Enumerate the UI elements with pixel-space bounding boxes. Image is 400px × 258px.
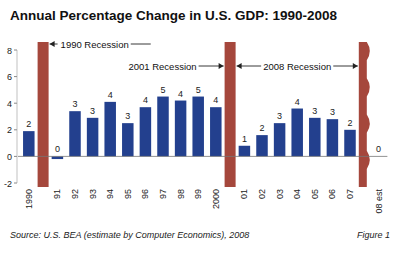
annotation-line	[131, 44, 151, 45]
bar	[256, 135, 268, 156]
source: Source: U.S. BEA (estimate by Computer E…	[10, 230, 249, 240]
chart: Annual Percentage Change in U.S. GDP: 19…	[0, 0, 400, 258]
x-tick-label: 1990	[24, 189, 34, 209]
bar	[23, 131, 35, 156]
x-tick-label: 08 est	[374, 189, 384, 214]
data-label: 3	[277, 111, 282, 121]
x-tick-label: 93	[88, 189, 98, 199]
x-tick-label: 01	[239, 189, 249, 199]
y-tick	[14, 129, 17, 130]
data-label: 3	[72, 99, 77, 109]
figure-label: Figure 1	[357, 230, 390, 240]
x-tick-label: 92	[70, 189, 80, 199]
data-label: 2	[347, 118, 352, 128]
y-tick-label: 8	[7, 46, 12, 56]
data-label: 3	[90, 106, 95, 116]
y-tick	[14, 156, 17, 157]
data-label: 4	[143, 95, 148, 105]
bar	[239, 146, 251, 157]
y-tick	[14, 76, 17, 77]
annotation: 2001 Recession	[128, 61, 196, 72]
x-tick-label: 02	[257, 189, 267, 199]
bar	[87, 118, 99, 157]
recession-band	[359, 42, 370, 187]
bar	[291, 109, 303, 157]
data-label: 2	[26, 119, 31, 129]
x-tick-label: 97	[158, 189, 168, 199]
x-tick-label: 98	[176, 189, 186, 199]
bar	[192, 97, 204, 157]
bar	[309, 118, 321, 157]
arrow-head	[237, 63, 242, 69]
annotation: 2008 Recession	[263, 61, 331, 72]
bar	[104, 102, 116, 157]
data-label: 3	[330, 107, 335, 117]
y-tick-label: 0	[7, 152, 12, 162]
bar	[69, 111, 81, 156]
bar	[327, 119, 339, 156]
bars	[23, 97, 356, 160]
x-tick-label: 07	[345, 189, 355, 199]
x-tick-label: 91	[52, 189, 62, 199]
y-tick-label: -2	[4, 179, 12, 189]
y-axis	[17, 50, 18, 183]
data-label: 4	[108, 90, 113, 100]
bar	[175, 101, 187, 157]
x-tick-label: 96	[140, 189, 150, 199]
data-label: 4	[178, 89, 183, 99]
bar	[140, 107, 152, 156]
data-label: 3	[125, 111, 130, 121]
x-tick-label: 05	[310, 189, 320, 199]
x-tick-label: 2000	[211, 189, 221, 209]
data-label: 0	[376, 144, 381, 154]
x-tick-label: 99	[193, 189, 203, 199]
data-label: 3	[312, 106, 317, 116]
data-label: 4	[295, 97, 300, 107]
x-tick-label: 06	[327, 189, 337, 199]
arrow-head	[50, 41, 55, 47]
data-label: 2	[259, 123, 264, 133]
x-tick-label: 95	[123, 189, 133, 199]
x-tick-label: 03	[275, 189, 285, 199]
zero-line	[18, 156, 387, 157]
bar	[210, 107, 222, 156]
data-label: 4	[213, 95, 218, 105]
y-tick-label: 2	[7, 125, 12, 135]
recession-band	[225, 42, 236, 187]
arrow-head	[219, 63, 224, 69]
annotation: 1990 Recession	[61, 39, 129, 50]
title: Annual Percentage Change in U.S. GDP: 19…	[10, 8, 338, 23]
y-tick-label: 4	[7, 99, 12, 109]
y-tick-label: 6	[7, 72, 12, 82]
x-tick-label: 94	[105, 189, 115, 199]
y-tick	[14, 183, 17, 184]
arrow-head	[353, 63, 358, 69]
bar	[157, 97, 169, 157]
bar	[122, 123, 134, 156]
data-label: 1	[242, 134, 247, 144]
recession-band	[38, 42, 49, 187]
x-tick-label: 04	[292, 189, 302, 199]
bar	[274, 123, 286, 156]
data-label: 5	[196, 85, 201, 95]
bar	[344, 130, 356, 157]
data-label: 0	[55, 144, 60, 154]
data-label: 5	[160, 85, 165, 95]
y-tick	[14, 103, 17, 104]
y-tick	[14, 50, 17, 51]
